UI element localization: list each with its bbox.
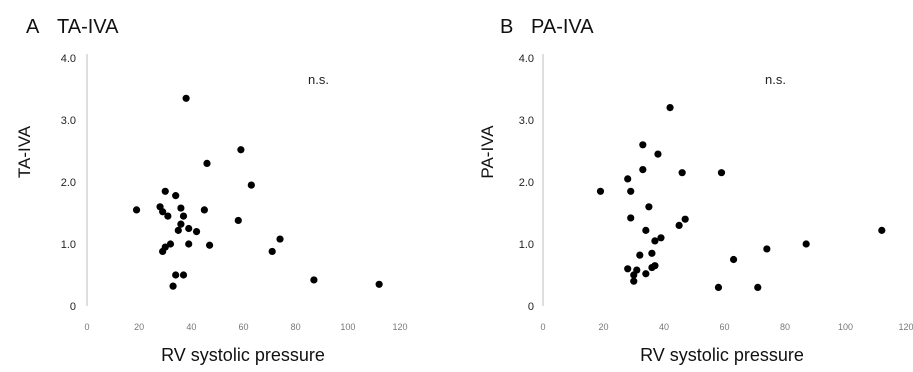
panel-a-data-point [185,240,193,248]
panel-a-x-tick-label: 60 [238,322,248,332]
panel-a-y-axis-label: TA-IVA [15,125,34,178]
panel-a-data-point [172,192,180,200]
panel-b-data-point [633,266,641,274]
panel-a-x-axis-label: RV systolic pressure [161,345,325,365]
panel-a-data-point [237,146,245,154]
panel-a-data-point [268,247,276,256]
panel-a-x-tick-label: 120 [392,322,407,332]
panel-b-annotation: n.s. [765,72,786,87]
panel-b: B PA-IVA PA-IVA RV systolic pressure n.s… [478,16,913,365]
panel-a-data-point [375,280,383,288]
panel-b-data-point [627,214,635,222]
panel-b-data-point [754,283,762,291]
panel-a-data-point [164,212,172,220]
panel-b-y-tick-label: 0 [528,301,534,313]
panel-b-x-axis-label: RV systolic pressure [640,345,804,365]
panel-a-data-point [192,228,201,236]
panel-a-annotation: n.s. [308,72,329,87]
panel-a: A TA-IVA TA-IVA RV systolic pressure n.s… [15,16,408,365]
panel-a-data-point [169,282,177,290]
panel-a-data-point [177,220,185,228]
panel-a-data-point [161,243,169,251]
panel-a-data-point [179,212,188,220]
panel-a-data-point [179,271,188,279]
panel-a-y-tick-label: 4.0 [61,53,76,65]
panel-b-data-point [636,251,644,259]
panel-a-y-tick-label: 2.0 [61,177,76,189]
panel-b-x-tick-label: 80 [780,322,790,332]
panel-b-data-point [651,262,659,270]
panel-a-y-tick-label: 1.0 [61,239,76,251]
panel-a-data-point [310,276,318,284]
panel-a-x-tick-label: 20 [134,322,144,332]
panel-a-data-point [177,204,185,212]
panel-a-y-tick-label: 3.0 [61,115,76,127]
panel-b-data-point [729,255,738,264]
panel-b-y-tick-label: 1.0 [519,239,534,251]
panel-a-data-point [185,224,193,233]
panel-b-y-tick-label: 3.0 [519,115,534,127]
panel-b-data-point [714,283,723,291]
panel-b-data-point [596,187,605,195]
panel-b-data-point [678,169,686,177]
panel-b-data-point [802,240,810,248]
panel-b-y-tick-label: 2.0 [519,177,534,189]
panel-a-data-point [203,159,211,167]
panel-b-x-tick-label: 20 [598,322,608,332]
panel-b-data-point [654,150,662,158]
panel-a-x-tick-label: 100 [340,322,355,332]
panel-b-x-tick-label: 0 [540,322,545,332]
panel-b-y-axis-label: PA-IVA [478,125,497,179]
panel-a-data-point [172,271,180,279]
panel-b-data-point [624,175,632,183]
panel-a-data-point [161,187,169,195]
panel-a-data-point [132,206,141,214]
panel-b-x-tick-label: 60 [719,322,729,332]
panel-b-x-tick-label: 40 [659,322,669,332]
panel-b-data-point [642,226,650,234]
panel-a-data-point [182,94,190,102]
panel-a-data-point [174,226,182,234]
panel-b-data-point [763,245,771,253]
panel-b-data-point [648,249,656,257]
panel-b-title: PA-IVA [531,16,594,38]
panel-b-data-point [645,203,653,211]
panel-b-x-tick-label: 120 [898,322,913,332]
panel-b-data-point [630,277,638,285]
panel-a-y-tick-label: 0 [70,301,76,313]
panel-b-data-point [642,270,650,278]
panel-a-title: TA-IVA [57,16,119,38]
panel-b-data-point [717,169,726,177]
panel-a-data-point [205,241,214,249]
panel-b-y-tick-label: 4.0 [519,53,534,65]
panel-a-letter: A [26,16,40,38]
panel-a-x-tick-label: 0 [84,322,89,332]
panel-b-data-point [639,141,647,149]
panel-b-data-point [657,234,665,242]
panel-b-data-point [666,104,674,112]
panel-b-letter: B [500,16,513,38]
panel-b-data-point [651,237,659,245]
panel-b-data-point [878,226,886,234]
panel-a-data-point [200,206,208,214]
panel-a-x-tick-label: 40 [186,322,196,332]
panel-a-data-point [247,181,255,189]
panel-a-data-point [166,240,175,248]
panel-b-data-point [627,187,635,195]
panel-b-data-point [675,221,683,229]
panel-a-data-point [234,216,242,225]
panel-b-x-tick-label: 100 [838,322,853,332]
panel-a-data-point [159,208,167,216]
panel-a-x-tick-label: 80 [291,322,301,332]
panel-a-data-point [276,235,284,243]
panel-b-data-point [639,166,647,174]
panel-b-data-point [624,265,632,273]
panel-b-data-point [681,215,689,223]
